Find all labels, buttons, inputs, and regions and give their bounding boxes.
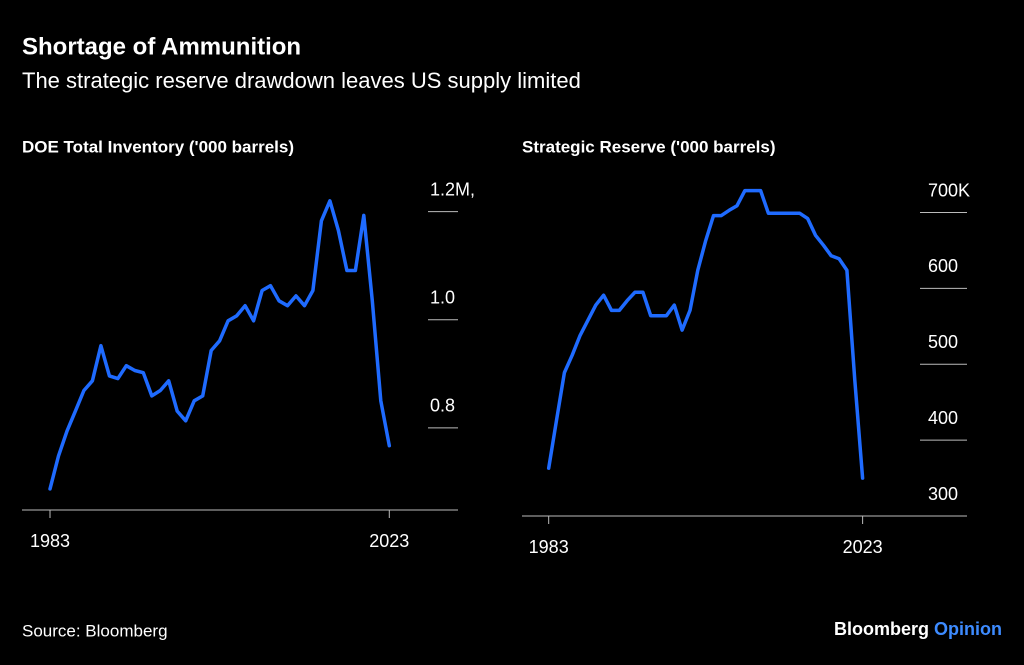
y-tick-label: 400 xyxy=(928,408,958,428)
title: Shortage of Ammunition xyxy=(22,33,301,60)
y-tick-label: 300 xyxy=(928,484,958,504)
y-tick-label: 1.2M, xyxy=(430,179,475,199)
panel-title: DOE Total Inventory ('000 barrels) xyxy=(22,137,294,156)
brand-tag: Opinion xyxy=(934,619,1002,639)
brand-name: Bloomberg xyxy=(834,619,929,639)
y-tick-label: 0.8 xyxy=(430,396,455,416)
source: Source: Bloomberg xyxy=(22,621,168,640)
x-tick-label: 1983 xyxy=(529,537,569,557)
x-tick-label: 2023 xyxy=(369,531,409,551)
subtitle: The strategic reserve drawdown leaves US… xyxy=(22,68,581,93)
brand: Bloomberg Opinion xyxy=(834,619,1002,639)
y-tick-label: 1.0 xyxy=(430,287,455,307)
y-tick-label: 500 xyxy=(928,332,958,352)
data-line xyxy=(48,199,392,491)
data-line xyxy=(546,188,865,480)
x-tick-label: 1983 xyxy=(30,531,70,551)
y-tick-label: 600 xyxy=(928,256,958,276)
y-tick-label: 700K xyxy=(928,180,970,200)
panel-title: Strategic Reserve ('000 barrels) xyxy=(522,137,776,156)
x-tick-label: 2023 xyxy=(843,537,883,557)
